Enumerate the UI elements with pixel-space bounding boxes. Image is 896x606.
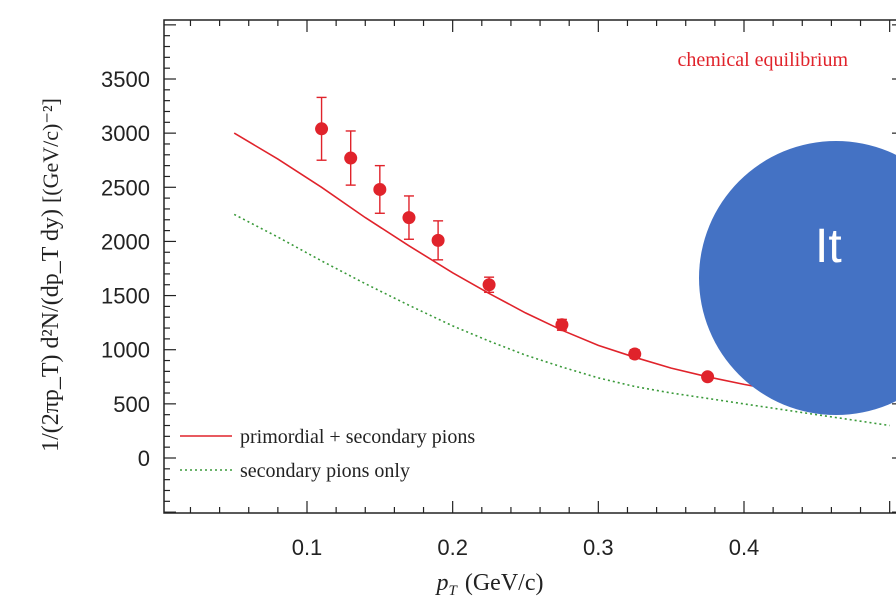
legend-label-primordial: primordial + secondary pions bbox=[240, 426, 475, 448]
data-point bbox=[482, 278, 496, 292]
data-point bbox=[373, 182, 387, 196]
data-point bbox=[315, 122, 329, 136]
overlay-shape: It bbox=[699, 141, 896, 415]
legend: primordial + secondary pions secondary p… bbox=[180, 426, 475, 482]
y-tick-label: 0 bbox=[138, 446, 150, 471]
data-point bbox=[555, 318, 569, 332]
y-tick-label: 2000 bbox=[101, 229, 150, 254]
y-tick-label: 1000 bbox=[101, 338, 150, 363]
x-tick-label: 0.3 bbox=[583, 535, 614, 560]
y-tick-label: 3000 bbox=[101, 121, 150, 146]
y-tick-label: 1500 bbox=[101, 284, 150, 309]
series-line-1 bbox=[233, 213, 890, 427]
x-tick-label: 0.4 bbox=[729, 535, 760, 560]
x-tick-label: 0.1 bbox=[292, 535, 323, 560]
y-tick-label: 2500 bbox=[101, 175, 150, 200]
data-point bbox=[628, 347, 642, 361]
plot-frame bbox=[163, 19, 896, 514]
overlay-text: It bbox=[815, 220, 842, 273]
data-point bbox=[701, 370, 715, 384]
y-tick-label: 500 bbox=[113, 392, 150, 417]
x-tick-label: 0.2 bbox=[437, 535, 468, 560]
data-point bbox=[431, 233, 445, 247]
curves bbox=[233, 132, 890, 427]
y-tick-label: 3500 bbox=[101, 67, 150, 92]
data-point bbox=[344, 151, 358, 165]
legend-label-secondary: secondary pions only bbox=[240, 460, 410, 482]
series-line-0 bbox=[233, 132, 817, 399]
data-point bbox=[402, 211, 416, 225]
svg-text:1/(2πp_T) d²N/(dp_T dy)[(GeV/c: 1/(2πp_T) d²N/(dp_T dy)[(GeV/c)⁻²] bbox=[38, 98, 64, 452]
x-axis-title: pT (GeV/c) bbox=[435, 570, 544, 599]
axis-ticks: 0.1 0.2 0.3 0.4 0 500 1000 1500 2000 2500 3000 3500 bbox=[101, 20, 896, 560]
y-axis-title: 1/(2πp_T) d²N/(dp_T dy)[(GeV/c)⁻²] bbox=[38, 98, 64, 452]
overlay-circle bbox=[699, 141, 896, 415]
chart-annotation: chemical equilibrium bbox=[678, 49, 849, 71]
